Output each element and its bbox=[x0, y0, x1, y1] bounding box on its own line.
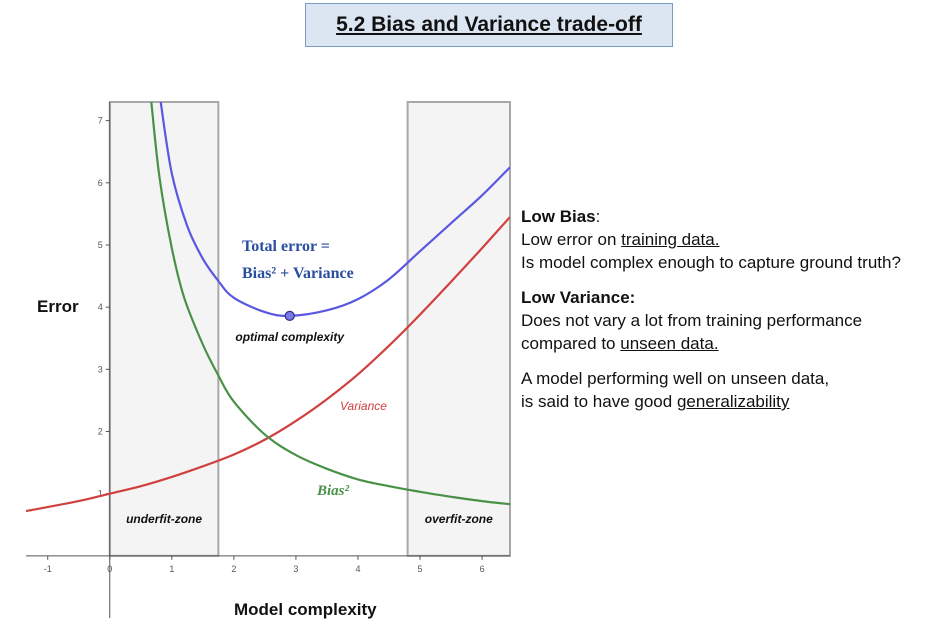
axes-layer: -1 0 1 2 3 4 5 6 1 2 3 4 5 6 7 bbox=[26, 102, 510, 618]
general-line2-prefix: is said to have good bbox=[521, 392, 677, 411]
variance-curve bbox=[26, 216, 510, 513]
x-tick-label: 3 bbox=[293, 564, 298, 574]
optimal-complexity-label: optimal complexity bbox=[235, 330, 345, 344]
y-tick-label: 3 bbox=[98, 364, 103, 374]
notes-panel: Low Bias: Low error on training data. Is… bbox=[521, 205, 946, 425]
low-bias-heading: Low Bias bbox=[521, 207, 596, 226]
unseen-data-link: unseen data. bbox=[620, 334, 719, 353]
y-tick-label: 4 bbox=[98, 302, 103, 312]
x-tick-label: 6 bbox=[480, 564, 485, 574]
total-error-label-line1: Total error = bbox=[242, 238, 330, 255]
x-tick-label: -1 bbox=[44, 564, 52, 574]
zone-label-overfit: overfit-zone bbox=[425, 512, 493, 526]
x-tick-label: 5 bbox=[418, 564, 423, 574]
low-variance-line1: Does not vary a lot from training perfor… bbox=[521, 311, 863, 330]
optimal-point-marker bbox=[284, 310, 295, 321]
total-error-label-line2: Bias² + Variance bbox=[242, 265, 354, 282]
variance-label: Variance bbox=[340, 399, 387, 413]
low-bias-line2: Is model complex enough to capture groun… bbox=[521, 253, 901, 272]
training-data-link: training data. bbox=[621, 230, 720, 249]
y-tick-label: 7 bbox=[98, 116, 103, 126]
low-variance-heading: Low Variance: bbox=[521, 288, 636, 307]
low-bias-block: Low Bias: Low error on training data. Is… bbox=[521, 205, 946, 274]
low-bias-colon: : bbox=[595, 207, 601, 226]
y-tick-label: 6 bbox=[98, 178, 103, 188]
x-tick-label: 4 bbox=[355, 564, 360, 574]
generalizability-block: A model performing well on unseen data, … bbox=[521, 367, 946, 413]
general-line1: A model performing well on unseen data, bbox=[521, 369, 830, 388]
zone-label-underfit: underfit-zone bbox=[126, 512, 202, 526]
y-tick-label: 1 bbox=[98, 489, 103, 499]
y-axis-title: Error bbox=[37, 297, 79, 316]
x-tick-label: 1 bbox=[169, 564, 174, 574]
zone-underfit bbox=[108, 101, 220, 557]
series-layer bbox=[26, 102, 510, 513]
zones-layer: underfit-zone overfit-zone bbox=[108, 101, 511, 557]
y-tick-label: 2 bbox=[98, 426, 103, 436]
zone-overfit bbox=[406, 101, 511, 557]
bias-label: Bias² bbox=[316, 483, 350, 499]
generalizability-link: generalizability bbox=[676, 392, 790, 411]
x-tick-label: 0 bbox=[107, 564, 112, 574]
bias-curve bbox=[150, 102, 510, 506]
x-tick-label: 2 bbox=[231, 564, 236, 574]
x-axis-title: Model complexity bbox=[234, 600, 377, 619]
y-tick-label: 5 bbox=[98, 240, 103, 250]
low-variance-block: Low Variance: Does not vary a lot from t… bbox=[521, 286, 946, 355]
low-bias-line1-prefix: Low error on bbox=[521, 230, 622, 249]
page-title: 5.2 Bias and Variance trade-off bbox=[305, 3, 673, 47]
labels-layer: optimal complexity Total error = Bias² + V… bbox=[235, 238, 387, 499]
low-variance-line2-prefix: compared to bbox=[521, 334, 621, 353]
